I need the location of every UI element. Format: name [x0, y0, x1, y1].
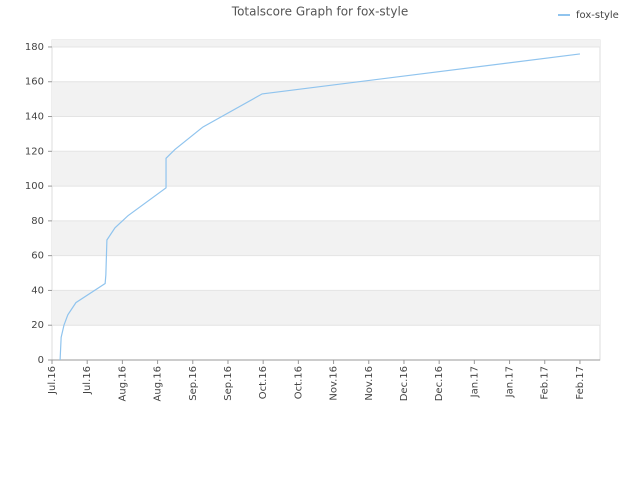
- chart-title: Totalscore Graph for fox-style: [231, 5, 408, 19]
- x-tick-label: Dec.16: [434, 366, 445, 401]
- legend-label: fox-style: [576, 10, 619, 21]
- y-tick-label: 180: [25, 42, 44, 53]
- x-tick-label: Sep.16: [223, 366, 234, 401]
- x-tick-label: Feb.17: [575, 366, 586, 400]
- x-tick-label: Jan.17: [469, 366, 480, 398]
- x-tick-label: Jul.16: [82, 366, 93, 395]
- grid-band: [52, 81, 600, 117]
- y-tick-label: 160: [25, 77, 44, 88]
- y-tick-label: 140: [25, 112, 44, 123]
- y-tick-label: 80: [31, 216, 44, 227]
- x-tick-label: Sep.16: [188, 366, 199, 401]
- y-tick-label: 60: [31, 251, 44, 262]
- x-tick-label: Aug.16: [153, 366, 164, 401]
- x-tick-label: Jul.16: [47, 366, 58, 395]
- y-tick-label: 40: [31, 285, 44, 296]
- x-tick-label: Aug.16: [117, 366, 128, 401]
- grid-band: [52, 290, 600, 326]
- x-tick-label: Dec.16: [399, 366, 410, 401]
- x-tick-label: Jan.17: [505, 366, 516, 398]
- y-tick-label: 120: [25, 146, 44, 157]
- grid-band: [52, 220, 600, 256]
- x-tick-label: Oct.16: [293, 366, 304, 399]
- y-tick-label: 100: [25, 181, 44, 192]
- y-tick-label: 0: [38, 355, 44, 366]
- series-line: [59, 53, 581, 361]
- x-tick-label: Feb.17: [540, 366, 551, 400]
- y-tick-label: 20: [31, 320, 44, 331]
- grid-band: [52, 40, 600, 47]
- x-tick-label: Nov.16: [329, 366, 340, 401]
- x-tick-label: Nov.16: [364, 366, 375, 401]
- grid-band: [52, 151, 600, 187]
- x-tick-label: Oct.16: [258, 366, 269, 399]
